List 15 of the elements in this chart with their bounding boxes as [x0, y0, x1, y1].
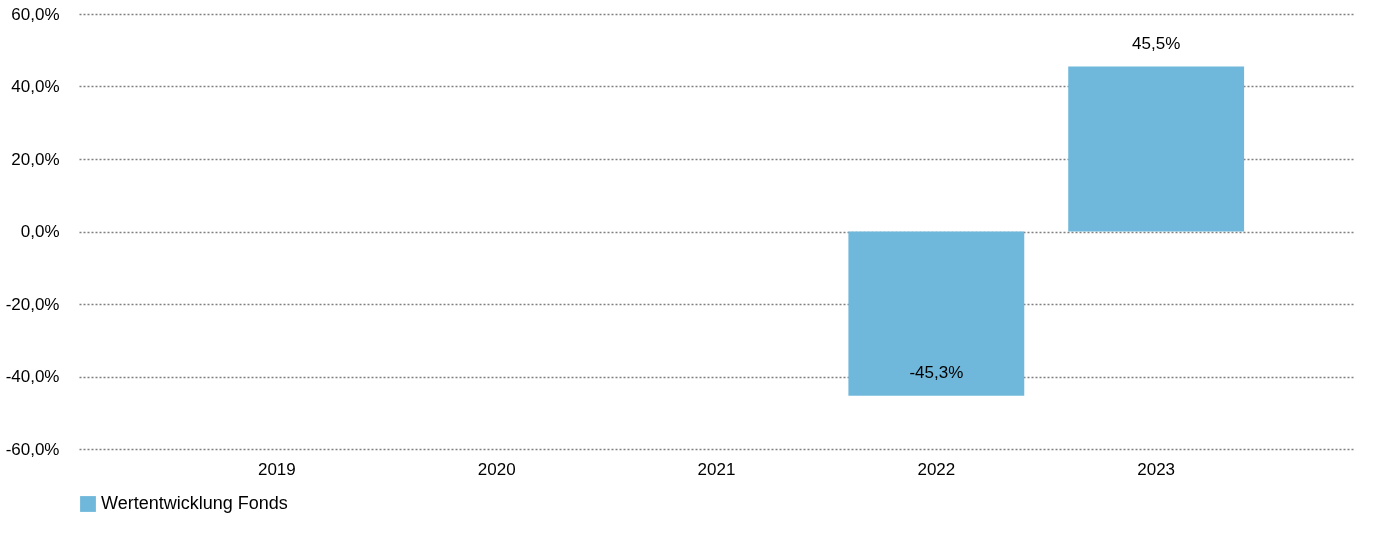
x-tick-label: 2022	[917, 459, 956, 479]
data-label: 45,5%	[1132, 33, 1181, 53]
y-tick-label: 0,0%	[20, 222, 60, 241]
legend-label: Wertentwicklung Fonds	[101, 493, 288, 513]
y-tick-label: -20,0%	[5, 294, 60, 314]
y-tick-label: -40,0%	[5, 367, 60, 386]
x-tick-label: 2020	[477, 459, 516, 479]
y-tick-label: 60,0%	[11, 4, 60, 24]
y-tick-label: 20,0%	[11, 149, 60, 169]
y-tick-label: -60,0%	[5, 439, 60, 459]
data-label: -45,3%	[909, 362, 964, 382]
x-tick-label: 2023	[1137, 459, 1176, 479]
x-tick-label: 2019	[257, 459, 296, 479]
x-tick-label: 2021	[697, 459, 736, 479]
y-tick-label: 40,0%	[11, 77, 60, 96]
